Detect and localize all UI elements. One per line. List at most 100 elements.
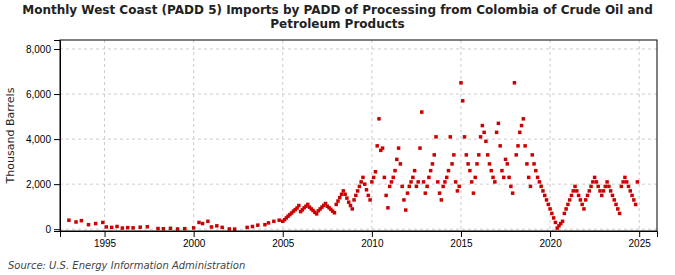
point [115, 225, 119, 229]
point [381, 146, 385, 150]
point [432, 153, 436, 157]
point [87, 223, 91, 227]
point [438, 191, 442, 195]
point [493, 180, 497, 184]
point [201, 222, 205, 226]
point [358, 185, 362, 189]
point [425, 185, 429, 189]
x-tick-mark [639, 231, 640, 237]
grid [60, 40, 657, 231]
point [449, 135, 453, 139]
y-tick-mark [54, 94, 60, 95]
point [440, 198, 444, 202]
source: Source: U.S. Energy Information Administ… [8, 260, 245, 271]
x-tick-label: 2015 [450, 238, 473, 249]
point [228, 227, 232, 231]
point [502, 176, 506, 180]
point [461, 99, 465, 103]
point [456, 189, 460, 193]
x-tick-mark [194, 231, 195, 237]
point [406, 191, 410, 195]
point [636, 180, 640, 184]
point [334, 203, 338, 207]
point [545, 198, 549, 202]
point [525, 162, 529, 166]
point [277, 218, 281, 222]
point [431, 162, 435, 166]
x-tick: 2025 [629, 231, 652, 249]
point [370, 180, 374, 184]
grid-line-x [193, 40, 194, 231]
point [577, 194, 581, 198]
point [397, 146, 401, 150]
point [393, 169, 397, 173]
point [450, 162, 454, 166]
point [468, 169, 472, 173]
x-tick: 2000 [183, 231, 206, 249]
point [616, 207, 620, 211]
plot-frame [60, 40, 657, 231]
point [367, 194, 371, 198]
point [609, 189, 613, 193]
point [368, 198, 372, 202]
x-tick: 2020 [539, 231, 562, 249]
x-tick-mark [105, 231, 106, 237]
point [429, 169, 433, 173]
point [349, 204, 353, 208]
grid-line-x [282, 40, 283, 231]
point [523, 144, 527, 148]
point [520, 124, 524, 128]
point [220, 226, 224, 230]
point [256, 223, 260, 227]
point [263, 223, 267, 227]
point [623, 176, 627, 180]
point [372, 176, 376, 180]
x-tick: 2005 [272, 231, 295, 249]
grid-line-x [104, 40, 105, 231]
point [400, 185, 404, 189]
point [395, 158, 399, 162]
x-tick-label: 1995 [94, 238, 117, 249]
point [251, 225, 255, 229]
point [74, 220, 78, 224]
point [552, 216, 556, 220]
point [245, 226, 249, 230]
point [463, 135, 467, 139]
y-axis: 02,0004,0006,0008,000 [26, 41, 61, 235]
x-tick-label: 2025 [629, 238, 652, 249]
point [101, 221, 105, 225]
x-tick-label: 2020 [539, 238, 562, 249]
point [183, 227, 187, 231]
point [169, 227, 173, 231]
point [197, 221, 201, 225]
point [541, 189, 545, 193]
point [377, 117, 381, 121]
point [509, 185, 513, 189]
x-axis-line [61, 232, 658, 238]
point [607, 185, 611, 189]
point [94, 222, 98, 226]
point [210, 225, 214, 229]
point [447, 169, 451, 173]
point [538, 180, 542, 184]
point [415, 185, 419, 189]
point [582, 207, 586, 211]
point [338, 196, 342, 200]
grid-line-y [60, 139, 657, 140]
point [598, 189, 602, 193]
point [445, 176, 449, 180]
point [80, 219, 84, 223]
y-tick-label: 4,000 [26, 134, 51, 145]
title-line: Petroleum Products [270, 17, 404, 31]
point [580, 203, 584, 207]
x-tick-mark [372, 231, 373, 237]
y-tick-label: 0 [45, 224, 51, 235]
point [315, 212, 319, 216]
point [470, 180, 474, 184]
point [233, 227, 237, 231]
point [352, 198, 356, 202]
point [500, 169, 504, 173]
point [356, 189, 360, 193]
point [146, 225, 150, 229]
point [595, 180, 599, 184]
